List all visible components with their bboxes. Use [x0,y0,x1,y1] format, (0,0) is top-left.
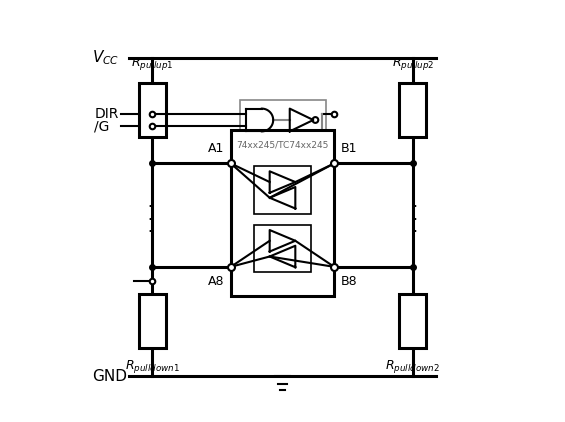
Bar [399,83,426,137]
Bar [240,100,326,140]
Text: $V_{CC}$: $V_{CC}$ [92,49,119,67]
Bar [139,83,166,137]
Bar [139,294,166,347]
Bar [254,225,311,273]
Text: .: . [412,220,418,235]
Text: 74xx245/TC74xx245: 74xx245/TC74xx245 [236,141,329,150]
Bar [399,294,426,347]
Text: $R_{pulldown1}$: $R_{pulldown1}$ [125,358,180,375]
Text: /G: /G [94,119,110,133]
Text: A8: A8 [208,275,224,288]
Bar [254,166,311,214]
Text: .: . [147,220,153,235]
Bar [231,130,334,296]
Text: $R_{pullup2}$: $R_{pullup2}$ [392,55,434,73]
Text: .: . [412,208,418,223]
Text: .: . [147,208,153,223]
Text: .: . [147,195,153,210]
Text: $R_{pullup1}$: $R_{pullup1}$ [131,55,173,73]
Text: GND: GND [92,369,127,384]
Text: .: . [412,195,418,210]
Text: $R_{pulldown2}$: $R_{pulldown2}$ [385,358,440,375]
Text: B8: B8 [341,275,357,288]
Text: A1: A1 [208,142,224,155]
Text: DIR: DIR [94,107,119,121]
Text: B1: B1 [341,142,357,155]
